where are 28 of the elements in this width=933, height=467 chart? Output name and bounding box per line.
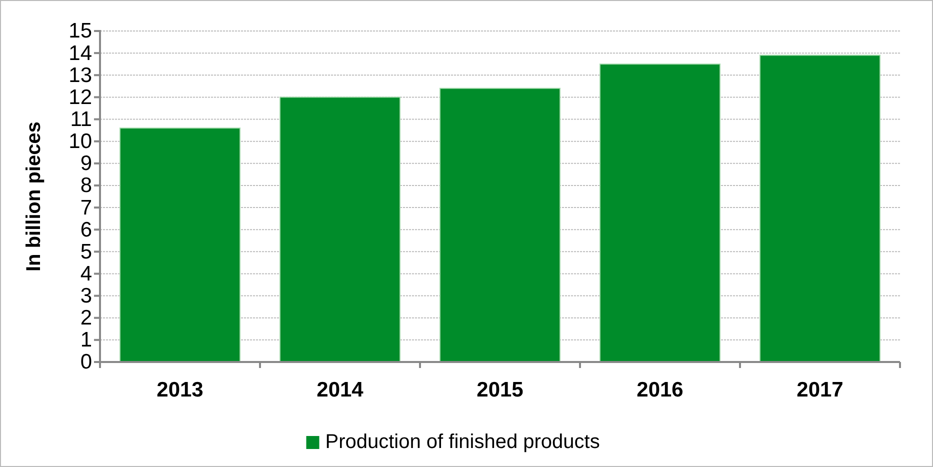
x-tick-label: 2016 [636, 378, 684, 402]
bar [600, 64, 720, 362]
bar [760, 54, 880, 362]
y-tick-label: 0 [80, 350, 92, 374]
y-tick-label: 7 [80, 196, 92, 220]
y-axis-title: In billion pieces [23, 121, 45, 272]
y-tick-label: 12 [68, 86, 92, 109]
bar [280, 96, 400, 362]
y-tick-label: 6 [80, 218, 92, 242]
y-tick-label: 13 [68, 64, 92, 87]
y-tick-label: 1 [80, 328, 92, 352]
y-tick-label: 3 [80, 284, 92, 308]
x-tick-label: 2015 [476, 378, 524, 402]
y-tick-label: 14 [68, 42, 92, 65]
text: Production of finished products [325, 431, 600, 453]
x-tick-label: 2013 [156, 378, 204, 402]
x-tick-label: 2014 [316, 378, 364, 402]
y-tick-label: 10 [68, 130, 92, 154]
y-tick-label: 9 [80, 152, 92, 176]
y-tick-label: 15 [68, 20, 92, 43]
y-tick-label: 5 [80, 240, 92, 264]
y-tick-label: 8 [80, 174, 92, 198]
y-tick-label: 11 [70, 108, 92, 131]
y-tick-label: 4 [80, 262, 92, 286]
y-tick-label: 2 [80, 306, 92, 330]
bar [120, 128, 240, 362]
bar [440, 88, 560, 362]
x-tick-label: 2017 [796, 378, 844, 402]
